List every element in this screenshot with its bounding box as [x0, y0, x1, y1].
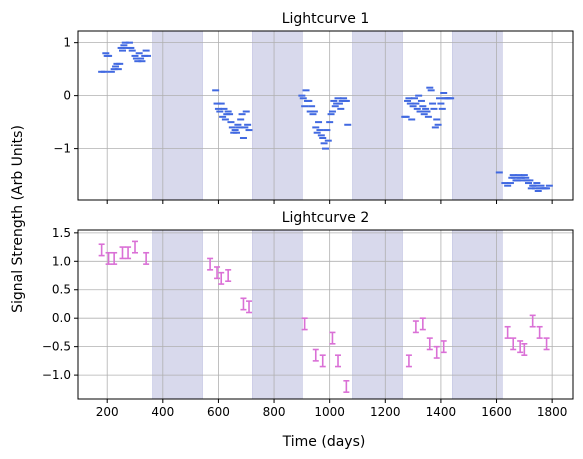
shaded-interval-2	[252, 229, 303, 400]
axes-frame	[77, 229, 574, 400]
x-tick-label: 800	[263, 405, 286, 419]
error-bar-point	[543, 337, 550, 351]
x-tick-label: 600	[207, 405, 230, 419]
shaded-intervals	[152, 30, 503, 201]
x-tick-label: 1600	[481, 405, 512, 419]
error-bar-point	[521, 343, 528, 356]
error-bar-point	[536, 325, 543, 339]
axis-ticks: 1 0 −1	[53, 36, 553, 204]
shaded-intervals	[152, 229, 503, 400]
error-bar-point	[504, 325, 511, 339]
shaded-interval-4	[452, 30, 503, 201]
shaded-interval-3	[352, 229, 403, 400]
error-bar-point	[405, 354, 412, 368]
chart-title: Lightcurve 1	[282, 11, 370, 27]
error-bar-point	[214, 266, 221, 280]
error-bar-point	[329, 331, 336, 345]
error-bar-point	[105, 251, 112, 265]
error-bar-point	[246, 300, 253, 314]
panel-lightcurve-2: 200 400 600 800 1000 1200 1400 1600 1800 1.5 1.0 0.…	[42, 210, 574, 419]
error-bar-point	[207, 257, 214, 271]
x-tick-label: 1000	[314, 405, 345, 419]
error-bar-point	[143, 251, 150, 265]
x-tick-label: 400	[151, 405, 174, 419]
axis-ticks: 200 400 600 800 1000 1200 1400 1600 1800 1.5 1.0 0.…	[42, 226, 568, 419]
error-bar-point	[225, 269, 232, 283]
x-axis-label: Time (days)	[282, 434, 366, 450]
error-bar-point	[312, 348, 319, 362]
y-axis-label: Signal Strength (Arb Units)	[10, 125, 26, 313]
shaded-interval-3	[352, 30, 403, 201]
panel-lightcurve-1: 1 0 −1 Lightcurve 1	[53, 11, 574, 204]
error-bar-point	[335, 354, 342, 368]
shaded-interval-4	[452, 229, 503, 400]
y-tick-label: 1.5	[52, 226, 71, 240]
y-tick-label: −1.0	[42, 368, 71, 382]
x-tick-label: 1800	[537, 405, 568, 419]
error-bar-point	[517, 340, 524, 354]
error-bar-point	[319, 354, 326, 368]
error-bar-point	[301, 317, 308, 331]
grid-lines	[78, 230, 573, 399]
axes-frame	[77, 30, 574, 201]
y-tick-label: 1.0	[52, 254, 71, 268]
error-bar-point	[440, 340, 447, 354]
error-bar-point	[132, 240, 139, 254]
shaded-interval-1	[152, 229, 203, 400]
x-tick-label: 200	[96, 405, 119, 419]
error-bar-point	[426, 337, 433, 351]
y-tick-label: 1	[63, 36, 71, 50]
x-tick-label: 1400	[426, 405, 457, 419]
y-tick-label: 0	[63, 89, 71, 103]
data-points-series	[98, 41, 553, 192]
chart-title: Lightcurve 2	[282, 210, 370, 226]
y-tick-label: 0.0	[52, 311, 71, 325]
error-bar-point	[111, 251, 118, 265]
error-bar-point	[240, 297, 247, 311]
y-tick-label: 0.5	[52, 283, 71, 297]
error-bar-point	[218, 271, 225, 285]
error-bar-point	[119, 246, 126, 260]
y-tick-label: −1	[53, 142, 71, 156]
data-points-series	[98, 240, 550, 393]
x-tick-label: 1200	[370, 405, 401, 419]
error-bar-point	[343, 379, 350, 393]
error-bar-point	[98, 243, 105, 257]
y-tick-label: −0.5	[42, 340, 71, 354]
error-bar-point	[510, 337, 517, 351]
error-bar-point	[419, 317, 426, 331]
shaded-interval-1	[152, 30, 203, 201]
error-bar-point	[412, 320, 419, 334]
error-bar-point	[125, 246, 132, 260]
error-bar-point	[529, 314, 536, 328]
shaded-interval-2	[252, 30, 303, 201]
error-bar-point	[433, 345, 440, 359]
